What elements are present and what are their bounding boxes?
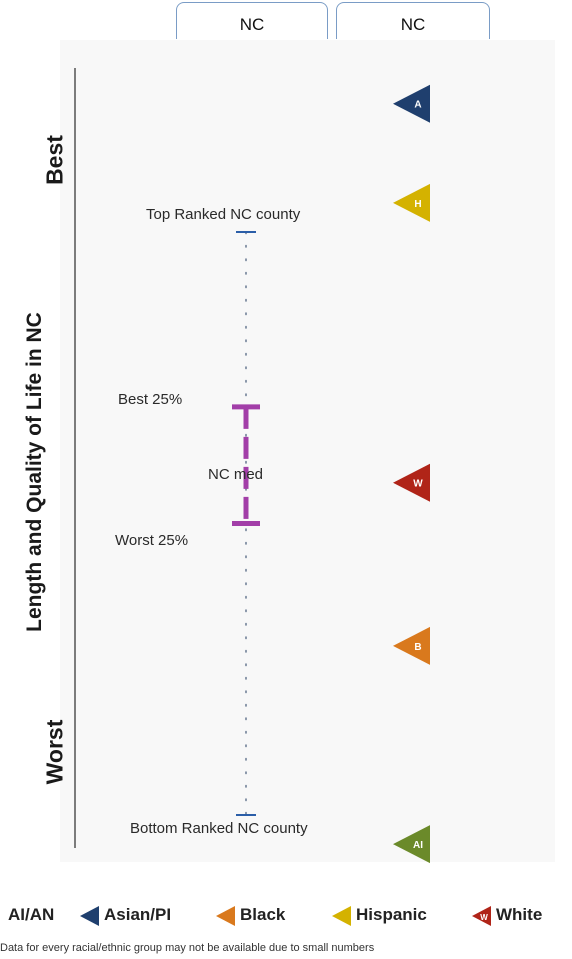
triangle-marker [393, 463, 430, 502]
marker-ai-an: AI [393, 825, 430, 864]
plot-background [60, 40, 555, 862]
median-label: NC med [208, 466, 264, 483]
top-county-label: Top Ranked NC county [146, 206, 301, 223]
marker-letter: AI [413, 840, 423, 851]
tab-nc-2[interactable]: NC [336, 2, 490, 39]
marker-hispanic: H [393, 183, 430, 222]
y-axis-line [74, 68, 76, 848]
marker-black: B [393, 626, 430, 665]
chart-legend: AI/AN Asian/PI Black Hispanic W White [0, 903, 572, 929]
triangle-marker [393, 84, 430, 123]
triangle-marker-icon [80, 906, 99, 926]
triangle-marker-icon [216, 906, 235, 926]
bottom-county-label: Bottom Ranked NC county [130, 820, 308, 837]
triangle-marker-icon: W [472, 906, 491, 926]
triangle-marker-icon [332, 906, 351, 926]
worst-quartile-label: Worst 25% [115, 532, 189, 549]
legend-label-black: Black [240, 905, 286, 924]
triangle-marker [393, 626, 430, 665]
legend-label-aian: AI/AN [8, 905, 55, 924]
chart-plot: A H W B AI [232, 84, 430, 864]
marker-letter: W [413, 479, 423, 490]
marker-asian-pi: A [393, 84, 430, 123]
legend-label-hispanic: Hispanic [356, 905, 427, 924]
marker-white: W [393, 463, 430, 502]
legend-marker-letter: W [480, 913, 488, 922]
best-quartile-label: Best 25% [118, 391, 183, 408]
triangle-marker [393, 183, 430, 222]
marker-letter: A [414, 100, 421, 111]
triangle-marker [393, 825, 430, 864]
footnote: Data for every racial/ethnic group may n… [0, 942, 375, 954]
legend-label-asian-pi: Asian/PI [104, 905, 172, 924]
marker-letter: B [414, 642, 421, 653]
marker-letter: H [414, 199, 421, 210]
legend-label-white: White [496, 905, 543, 924]
tab-nc-1[interactable]: NC [176, 2, 328, 39]
